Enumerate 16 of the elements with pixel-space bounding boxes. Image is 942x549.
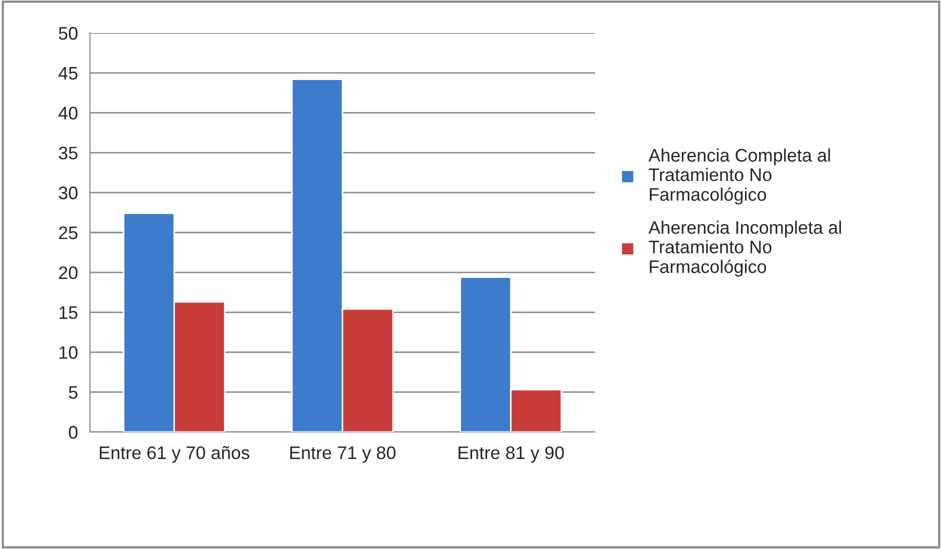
y-tick-label: 50 bbox=[58, 26, 78, 40]
y-tick-label: 30 bbox=[58, 186, 78, 200]
x-tick-label: Entre 81 y 90 bbox=[458, 446, 564, 463]
y-tick-label: 15 bbox=[59, 306, 78, 320]
y-tick-label: 45 bbox=[58, 67, 78, 80]
legend-label: Aherencia Incompleta al Tratamiento No Farmacológico bbox=[648, 220, 841, 277]
legend-label: Aherencia Completa al Tratamiento No Farmacológico bbox=[648, 148, 830, 204]
y-tick-label: 40 bbox=[58, 106, 78, 120]
y-tick-label: 35 bbox=[58, 146, 78, 160]
y-tick-label: 10 bbox=[59, 346, 78, 359]
x-tick-label: Entre 61 y 70 años bbox=[100, 446, 250, 463]
y-tick-label: 5 bbox=[68, 386, 78, 399]
y-tick-label: 20 bbox=[59, 266, 78, 280]
x-tick-label: Entre 71 y 80 bbox=[290, 446, 396, 463]
y-tick-label: 25 bbox=[59, 226, 78, 240]
y-tick-label: 0 bbox=[68, 426, 78, 439]
